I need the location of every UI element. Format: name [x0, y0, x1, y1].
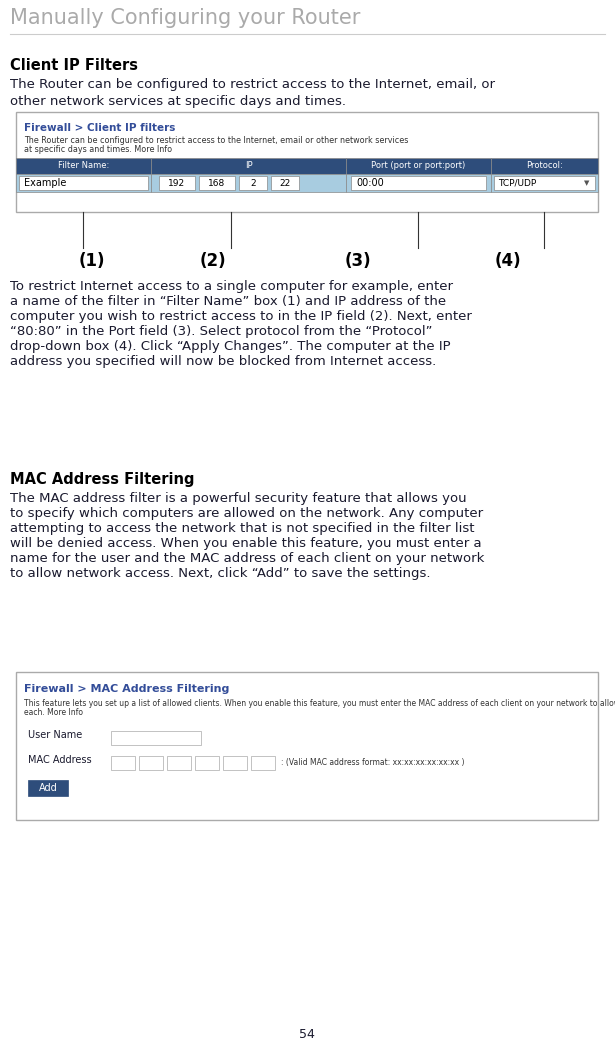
Bar: [139, 756, 163, 770]
Text: 192: 192: [169, 179, 186, 188]
Text: : (Valid MAC address format: xx:xx:xx:xx:xx:xx ): : (Valid MAC address format: xx:xx:xx:xx…: [281, 759, 464, 767]
Text: Port (port or port:port): Port (port or port:port): [371, 162, 466, 170]
Bar: [16, 112, 598, 212]
Text: Firewall > MAC Address Filtering: Firewall > MAC Address Filtering: [24, 684, 229, 694]
Text: each. More Info: each. More Info: [24, 708, 83, 717]
Bar: [491, 158, 598, 174]
Text: To restrict Internet access to a single computer for example, enter: To restrict Internet access to a single …: [10, 280, 453, 293]
Text: Protocol:: Protocol:: [526, 162, 563, 170]
Bar: [19, 176, 148, 190]
Text: (4): (4): [494, 252, 522, 270]
Text: 2: 2: [250, 179, 256, 188]
Bar: [199, 176, 235, 190]
Text: (3): (3): [344, 252, 371, 270]
Text: TCP/UDP: TCP/UDP: [498, 179, 536, 188]
Bar: [346, 158, 491, 174]
Text: attempting to access the network that is not specified in the filter list: attempting to access the network that is…: [10, 522, 475, 535]
Text: Firewall > Client IP filters: Firewall > Client IP filters: [24, 122, 175, 133]
Bar: [494, 176, 595, 190]
Text: will be denied access. When you enable this feature, you must enter a: will be denied access. When you enable t…: [10, 537, 482, 550]
Bar: [351, 176, 486, 190]
Bar: [151, 174, 346, 192]
Text: Example: Example: [24, 177, 66, 188]
Text: computer you wish to restrict access to in the IP field (2). Next, enter: computer you wish to restrict access to …: [10, 310, 472, 323]
Text: Filter Name:: Filter Name:: [58, 162, 109, 170]
Text: to allow network access. Next, click “Add” to save the settings.: to allow network access. Next, click “Ad…: [10, 567, 430, 580]
Text: The Router can be configured to restrict access to the Internet, email or other : The Router can be configured to restrict…: [24, 136, 408, 145]
Text: Manually Configuring your Router: Manually Configuring your Router: [10, 8, 360, 28]
Text: MAC Address Filtering: MAC Address Filtering: [10, 472, 194, 487]
Text: name for the user and the MAC address of each client on your network: name for the user and the MAC address of…: [10, 552, 485, 565]
Bar: [346, 174, 491, 192]
Text: Client IP Filters: Client IP Filters: [10, 58, 138, 73]
Text: to specify which computers are allowed on the network. Any computer: to specify which computers are allowed o…: [10, 507, 483, 520]
Text: This feature lets you set up a list of allowed clients. When you enable this fea: This feature lets you set up a list of a…: [24, 699, 615, 708]
Text: The MAC address filter is a powerful security feature that allows you: The MAC address filter is a powerful sec…: [10, 492, 467, 506]
Bar: [16, 672, 598, 820]
Text: address you specified will now be blocked from Internet access.: address you specified will now be blocke…: [10, 355, 436, 368]
Text: 54: 54: [299, 1028, 315, 1038]
Bar: [167, 756, 191, 770]
Text: Add: Add: [39, 783, 57, 793]
Bar: [195, 756, 219, 770]
Text: IP: IP: [245, 162, 252, 170]
Text: 22: 22: [279, 179, 291, 188]
Bar: [271, 176, 299, 190]
Bar: [159, 176, 195, 190]
Bar: [111, 756, 135, 770]
Bar: [16, 158, 151, 174]
Text: drop-down box (4). Click “Apply Changes”. The computer at the IP: drop-down box (4). Click “Apply Changes”…: [10, 340, 451, 353]
Bar: [111, 731, 201, 745]
Text: (2): (2): [200, 252, 226, 270]
Text: MAC Address: MAC Address: [28, 755, 92, 765]
Text: User Name: User Name: [28, 730, 82, 740]
Text: 00:00: 00:00: [356, 177, 384, 188]
Bar: [28, 780, 68, 796]
Bar: [223, 756, 247, 770]
Bar: [491, 174, 598, 192]
Text: at specific days and times. More Info: at specific days and times. More Info: [24, 145, 172, 154]
Text: a name of the filter in “Filter Name” box (1) and IP address of the: a name of the filter in “Filter Name” bo…: [10, 295, 446, 308]
Text: (1): (1): [79, 252, 105, 270]
Text: 168: 168: [208, 179, 226, 188]
Text: “80:80” in the Port field (3). Select protocol from the “Protocol”: “80:80” in the Port field (3). Select pr…: [10, 325, 432, 338]
Bar: [239, 176, 267, 190]
Bar: [251, 756, 275, 770]
Bar: [16, 174, 151, 192]
Bar: [151, 158, 346, 174]
Text: The Router can be configured to restrict access to the Internet, email, or
other: The Router can be configured to restrict…: [10, 78, 495, 109]
Text: ▼: ▼: [584, 180, 590, 186]
